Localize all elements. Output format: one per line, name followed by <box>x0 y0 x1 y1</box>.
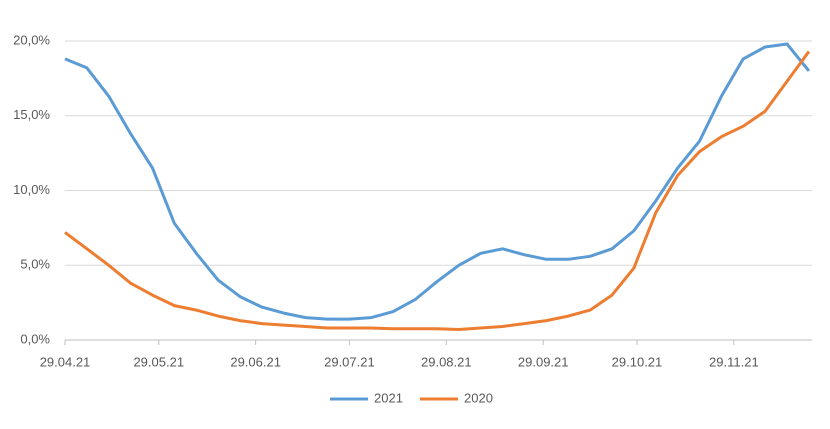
x-tick-label: 29.06.21 <box>230 354 281 369</box>
x-tick-label: 29.11.21 <box>709 354 759 369</box>
y-tick-label: 10,0% <box>13 182 50 197</box>
x-tick-label: 29.10.21 <box>612 354 663 369</box>
series-line <box>64 42 811 321</box>
x-tick-label: 29.09.21 <box>518 354 569 369</box>
legend-label: 2021 <box>374 390 403 405</box>
y-tick-label: 5,0% <box>20 257 50 272</box>
legend-label: 2020 <box>464 390 493 405</box>
x-tick-label: 29.05.21 <box>133 354 184 369</box>
series-line <box>64 50 811 331</box>
x-tick-label: 29.07.21 <box>324 354 375 369</box>
x-tick-label: 29.08.21 <box>421 354 472 369</box>
y-tick-label: 0,0% <box>20 331 50 346</box>
x-tick-label: 29.04.21 <box>40 354 91 369</box>
y-tick-label: 20,0% <box>13 32 50 47</box>
y-tick-label: 15,0% <box>13 107 50 122</box>
